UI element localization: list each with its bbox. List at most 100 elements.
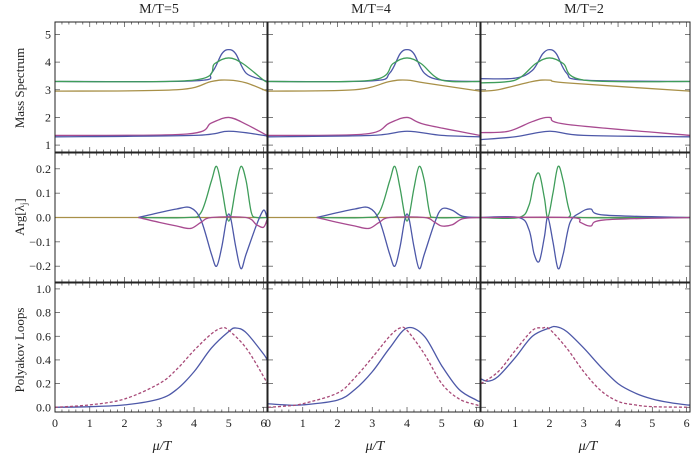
y-tick-label: 0.1 bbox=[36, 186, 51, 200]
plot-frame bbox=[267, 152, 481, 283]
x-tick-label: 4 bbox=[615, 416, 621, 430]
series-line bbox=[138, 165, 267, 222]
plot-frame bbox=[480, 282, 691, 413]
series-line bbox=[55, 57, 267, 83]
row-label-arg-lambda: Arg[λj] bbox=[12, 198, 29, 235]
series-group bbox=[55, 165, 267, 270]
x-tick-label: 2 bbox=[335, 416, 341, 430]
series-group bbox=[481, 49, 690, 141]
panel: 1 2 3 4 5 bbox=[45, 21, 268, 153]
x-tick-label: 5 bbox=[439, 416, 445, 430]
x-tick-label: 3 bbox=[581, 416, 587, 430]
series-line bbox=[55, 116, 267, 137]
plot-frame bbox=[480, 152, 691, 283]
ticks bbox=[267, 283, 480, 412]
x-tick-label: 4 bbox=[404, 416, 410, 430]
y-tick-label: 2 bbox=[45, 110, 51, 124]
panel bbox=[480, 21, 691, 153]
plot-frame bbox=[54, 21, 268, 153]
x-axis-label: μ/T bbox=[152, 439, 173, 454]
x-tick-label: 2 bbox=[122, 416, 128, 430]
series-line bbox=[55, 79, 267, 92]
series-line bbox=[268, 326, 480, 406]
y-tick-label: 0.0 bbox=[36, 211, 51, 225]
series-line bbox=[138, 206, 267, 270]
series-line bbox=[316, 206, 480, 270]
plot-frame bbox=[267, 282, 481, 413]
column-title: M/T=2 bbox=[564, 2, 604, 17]
ticks bbox=[480, 283, 690, 412]
panel: −0.2 −0.1 0.0 0.1 0.2 bbox=[29, 152, 268, 283]
x-tick-label: 3 bbox=[369, 416, 375, 430]
plot-frame bbox=[54, 282, 268, 413]
x-tick-label: 2 bbox=[547, 416, 553, 430]
series-line bbox=[55, 327, 267, 408]
series-line bbox=[268, 79, 480, 92]
row-label-mass-spectrum: Mass Spectrum bbox=[12, 48, 27, 129]
panel bbox=[480, 152, 691, 283]
x-tick-label: 0 bbox=[52, 416, 58, 430]
y-tick-label: −0.2 bbox=[29, 259, 51, 273]
series-line bbox=[481, 130, 690, 141]
x-tick-label: 1 bbox=[512, 416, 518, 430]
panel: 0 1 2 3 4 5 6 bbox=[265, 282, 481, 430]
column-title: M/T=5 bbox=[139, 2, 179, 17]
series-line bbox=[481, 116, 690, 137]
x-tick-label: 6 bbox=[684, 416, 690, 430]
y-tick-label: 0.6 bbox=[36, 329, 51, 343]
x-tick-label: 6 bbox=[474, 416, 480, 430]
x-tick-label: 0 bbox=[265, 416, 271, 430]
series-group bbox=[481, 325, 690, 408]
y-tick-label: −0.1 bbox=[29, 235, 51, 249]
series-line bbox=[55, 49, 267, 83]
x-tick-label: 5 bbox=[226, 416, 232, 430]
series-line bbox=[268, 326, 480, 408]
panel bbox=[267, 21, 481, 153]
y-tick-label: 4 bbox=[45, 55, 51, 69]
x-tick-label: 4 bbox=[191, 416, 197, 430]
series-group bbox=[268, 49, 480, 138]
ticks bbox=[54, 283, 267, 412]
panel: 0.0 0.2 0.4 0.6 0.8 1.0 0 1 2 3 4 5 6 bbox=[36, 282, 268, 430]
series-line bbox=[268, 130, 480, 138]
series-line bbox=[55, 326, 267, 408]
y-tick-label: 1 bbox=[45, 138, 51, 152]
series-group bbox=[55, 49, 267, 138]
ticks bbox=[267, 153, 480, 282]
series-line bbox=[481, 79, 690, 92]
x-tick-label: 1 bbox=[300, 416, 306, 430]
series-group bbox=[55, 326, 267, 408]
series-line bbox=[316, 216, 480, 230]
x-tick-label: 0 bbox=[478, 416, 484, 430]
series-line bbox=[481, 325, 690, 406]
series-line bbox=[268, 49, 480, 83]
y-tick-label: 1.0 bbox=[36, 282, 51, 296]
ticks bbox=[54, 22, 267, 152]
plot-frame bbox=[267, 21, 481, 153]
x-axis-label: μ/T bbox=[365, 439, 386, 454]
column-title: M/T=4 bbox=[351, 2, 391, 17]
y-tick-label: 0.2 bbox=[36, 377, 51, 391]
series-line bbox=[481, 326, 690, 408]
series-line bbox=[481, 208, 690, 270]
x-tick-label: 1 bbox=[87, 416, 93, 430]
y-tick-label: 3 bbox=[45, 83, 51, 97]
x-tick-label: 3 bbox=[156, 416, 162, 430]
y-tick-label: 0.8 bbox=[36, 306, 51, 320]
series-line bbox=[268, 116, 480, 137]
series-group bbox=[268, 165, 480, 270]
ticks bbox=[480, 153, 690, 282]
series-line bbox=[268, 57, 480, 83]
plot-frame bbox=[480, 21, 691, 153]
panel bbox=[267, 152, 481, 283]
y-tick-label: 0.2 bbox=[36, 162, 51, 176]
panel: 0 1 2 3 4 5 6 bbox=[478, 282, 691, 430]
x-tick-label: 6 bbox=[261, 416, 267, 430]
series-group bbox=[481, 165, 690, 270]
x-tick-label: 5 bbox=[649, 416, 655, 430]
x-axis-label: μ/T bbox=[578, 439, 599, 454]
y-tick-label: 0.0 bbox=[36, 400, 51, 414]
row-label-polyakov-loops: Polyakov Loops bbox=[12, 308, 27, 393]
series-line bbox=[55, 130, 267, 138]
